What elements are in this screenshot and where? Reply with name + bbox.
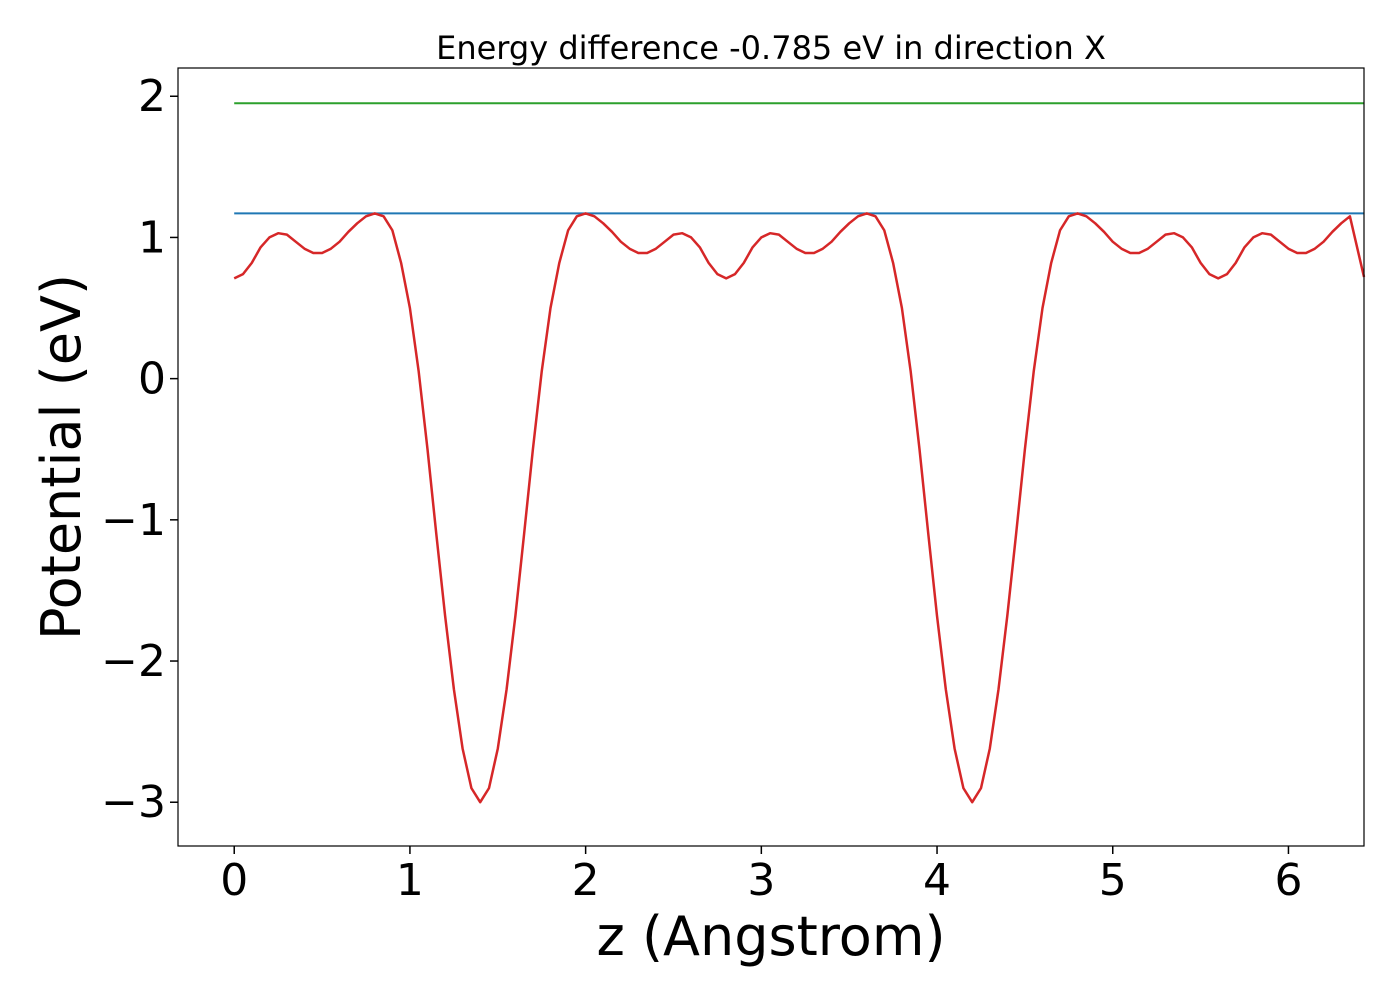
x-tick-label: 1 [396, 855, 424, 906]
x-tick-label: 4 [923, 855, 951, 906]
y-tick-label: −2 [101, 636, 166, 687]
x-tick-label: 3 [747, 855, 775, 906]
x-axis-label: z (Angstrom) [596, 905, 945, 968]
series-line-2 [233, 212, 1366, 804]
y-tick-label: −1 [101, 495, 166, 546]
y-tick-label: 0 [138, 354, 166, 405]
x-tick-label: 6 [1274, 855, 1302, 906]
chart-title: Energy difference -0.785 eV in direction… [436, 29, 1106, 67]
x-tick-label: 5 [1099, 855, 1127, 906]
x-axis: 0 1 2 3 4 5 6 [220, 846, 1302, 906]
y-tick-label: 2 [138, 71, 166, 122]
plot-frame [177, 67, 1365, 847]
plot-series [233, 102, 1366, 804]
y-axis-label: Potential (eV) [30, 274, 93, 640]
y-axis: −3 −2 −1 0 1 2 [101, 71, 178, 828]
x-tick-label: 0 [220, 855, 248, 906]
x-tick-label: 2 [572, 855, 600, 906]
y-tick-label: 1 [138, 212, 166, 263]
y-tick-label: −3 [101, 777, 166, 828]
